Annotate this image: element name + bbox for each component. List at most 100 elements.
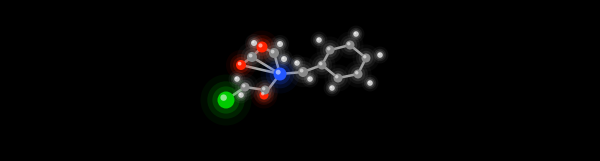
Circle shape (374, 49, 386, 61)
Circle shape (263, 42, 285, 64)
Circle shape (235, 77, 255, 97)
Circle shape (377, 52, 383, 58)
Circle shape (235, 77, 237, 79)
Circle shape (363, 55, 367, 58)
Circle shape (288, 57, 318, 87)
Circle shape (311, 32, 328, 48)
Circle shape (281, 56, 287, 62)
Circle shape (335, 75, 338, 78)
Circle shape (351, 67, 365, 81)
Circle shape (317, 61, 326, 70)
Circle shape (259, 43, 263, 47)
Circle shape (347, 26, 364, 42)
Circle shape (266, 60, 295, 88)
Circle shape (277, 41, 283, 47)
Circle shape (276, 70, 281, 75)
Circle shape (378, 53, 380, 55)
Circle shape (275, 39, 285, 49)
Circle shape (251, 76, 278, 104)
Circle shape (353, 44, 380, 71)
Circle shape (260, 55, 299, 94)
Circle shape (200, 75, 251, 126)
Circle shape (245, 34, 263, 52)
Circle shape (237, 42, 267, 72)
Circle shape (325, 46, 335, 55)
Circle shape (354, 32, 356, 34)
Circle shape (250, 35, 274, 59)
Circle shape (251, 40, 257, 46)
Circle shape (304, 73, 316, 85)
Circle shape (266, 45, 282, 61)
Circle shape (229, 71, 245, 87)
Circle shape (362, 75, 379, 91)
Circle shape (251, 81, 277, 109)
Circle shape (218, 91, 235, 109)
Circle shape (355, 71, 358, 74)
Circle shape (238, 80, 252, 94)
Circle shape (208, 81, 245, 119)
Circle shape (257, 88, 271, 102)
Circle shape (289, 55, 305, 71)
Circle shape (326, 82, 338, 94)
Circle shape (254, 85, 274, 105)
Circle shape (231, 73, 243, 85)
Circle shape (331, 71, 345, 85)
Circle shape (371, 47, 388, 63)
Circle shape (323, 43, 337, 57)
Circle shape (317, 37, 343, 63)
Circle shape (347, 42, 350, 45)
Circle shape (295, 64, 311, 80)
Circle shape (320, 40, 340, 60)
Circle shape (361, 53, 371, 62)
Circle shape (226, 50, 256, 80)
Circle shape (343, 38, 357, 52)
Circle shape (260, 90, 269, 99)
Circle shape (259, 38, 289, 68)
Circle shape (252, 41, 254, 43)
Circle shape (238, 92, 244, 98)
Circle shape (249, 54, 253, 57)
Circle shape (376, 51, 385, 59)
Circle shape (319, 62, 322, 66)
Circle shape (212, 86, 239, 114)
Circle shape (271, 35, 289, 53)
Circle shape (260, 85, 269, 95)
Circle shape (328, 84, 337, 92)
Circle shape (346, 41, 355, 49)
Circle shape (353, 70, 362, 79)
Circle shape (245, 30, 278, 63)
Circle shape (312, 55, 332, 75)
Circle shape (253, 38, 271, 56)
Circle shape (329, 85, 335, 91)
Circle shape (238, 62, 241, 66)
Circle shape (328, 68, 348, 88)
Circle shape (275, 50, 293, 68)
Circle shape (274, 67, 287, 80)
Circle shape (344, 61, 371, 87)
Circle shape (295, 61, 297, 63)
Circle shape (293, 58, 301, 67)
Circle shape (353, 31, 359, 37)
Circle shape (282, 57, 284, 59)
Circle shape (241, 82, 250, 91)
Circle shape (279, 54, 289, 64)
Circle shape (356, 48, 376, 68)
Circle shape (241, 46, 263, 68)
Circle shape (247, 52, 257, 62)
Circle shape (307, 76, 313, 82)
Circle shape (308, 77, 310, 79)
Circle shape (236, 60, 246, 70)
Circle shape (337, 32, 364, 58)
Circle shape (230, 54, 252, 76)
Circle shape (315, 58, 329, 72)
Circle shape (300, 69, 304, 72)
Circle shape (233, 57, 249, 73)
Circle shape (233, 87, 250, 103)
Circle shape (292, 61, 314, 83)
Circle shape (340, 35, 360, 55)
Circle shape (257, 42, 268, 52)
Circle shape (327, 47, 331, 50)
Circle shape (258, 83, 272, 97)
Circle shape (291, 57, 303, 69)
Circle shape (302, 71, 319, 87)
